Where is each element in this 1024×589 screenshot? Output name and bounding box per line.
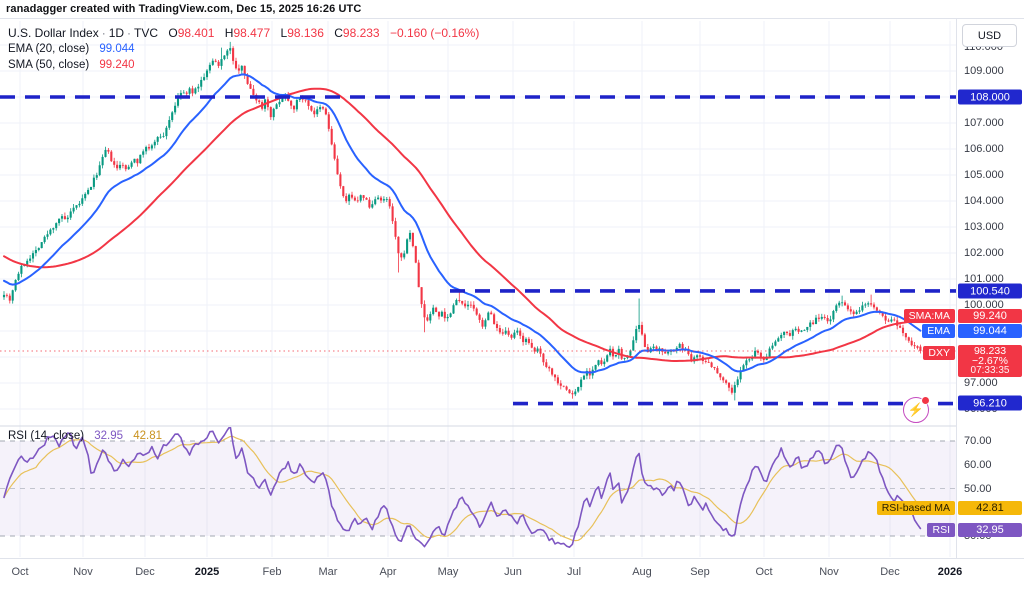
currency-toggle-button[interactable]: USD	[962, 24, 1017, 47]
time-axis-label: 2025	[194, 566, 220, 578]
rsi-value-badge: 32.95	[958, 523, 1022, 537]
time-axis-label: Mar	[318, 566, 338, 578]
time-axis-label: Aug	[632, 566, 652, 578]
time-axis-label: Jul	[566, 566, 582, 578]
time-axis-label: Sep	[690, 566, 710, 578]
lightning-icon: ⚡	[907, 402, 925, 417]
price-tick: 105.000	[964, 169, 1004, 181]
price-tick: 100.000	[964, 299, 1004, 311]
time-axis-label: Oct	[11, 566, 29, 578]
main-legend: U.S. Dollar Index · 1D · TVC O98.401 H98.477…	[8, 25, 479, 73]
rsi-value: 32.95	[94, 430, 124, 442]
level-price-badge: 100.540	[958, 283, 1022, 299]
time-axis-label: Dec	[880, 566, 900, 578]
time-axis-label: Jun	[504, 566, 522, 578]
rsi-tick: 60.00	[964, 459, 992, 471]
high-value: 98.477	[233, 26, 271, 40]
bar-countdown: 07:33:35	[970, 365, 1010, 376]
dxy-price-label: DXY	[923, 346, 955, 360]
change-value: −0.160 (−0.16%)	[389, 26, 480, 40]
low-value: 98.136	[287, 26, 324, 40]
level-price-badge: 96.210	[958, 395, 1022, 411]
time-axis-label: 2026	[937, 566, 963, 578]
ema-20-line	[3, 73, 922, 374]
symbol-title: U.S. Dollar Index	[8, 26, 99, 40]
price-tick: 104.000	[964, 195, 1004, 207]
time-axis-label: Apr	[379, 566, 397, 578]
ema-price-badge: 99.044	[958, 324, 1022, 338]
exchange: TVC	[134, 26, 159, 40]
credit-line: ranadagger created with TradingView.com,…	[6, 3, 362, 15]
time-scale[interactable]: Oct Nov Dec 2025 Feb Mar Apr May Jun Jul Aug Sep Oct…	[0, 558, 1024, 589]
time-axis-label: Nov	[819, 566, 839, 578]
price-tick: 101.000	[964, 273, 1004, 285]
rsi-ma-label: RSI-based MA	[876, 501, 955, 515]
time-axis-label: Oct	[755, 566, 773, 578]
timeframe: 1D	[108, 26, 125, 40]
chart-frame: U.S. Dollar Index · 1D · TVC O98.401 H98.477…	[0, 18, 1024, 589]
rsi-tick: 70.00	[964, 435, 992, 447]
time-axis-label: Nov	[73, 566, 93, 578]
rsi-ma-badge: 42.81	[958, 501, 1022, 515]
chart-canvas[interactable]	[0, 19, 956, 558]
close-value: 98.233	[342, 26, 380, 40]
rsi-tick: 50.00	[964, 483, 992, 495]
ema-value: 99.044	[99, 43, 135, 55]
sma-price-label: SMA:MA	[903, 309, 955, 323]
time-axis-label: Feb	[262, 566, 282, 578]
sma-50-line	[3, 87, 922, 362]
session-change-percent: −2.67%	[972, 355, 1008, 367]
price-tick: 97.000	[964, 377, 998, 389]
price-tick: 109.000	[964, 65, 1004, 77]
last-price-badge: 98.233 −2.67% 07:33:35	[958, 345, 1022, 377]
ema-legend-row[interactable]: EMA (20, close) 99.044	[8, 43, 135, 55]
notification-dot	[921, 396, 930, 405]
rsi-legend-row[interactable]: RSI (14, close) 32.95 42.81	[8, 430, 163, 442]
price-tick: 106.000	[964, 143, 1004, 155]
rsi-ma-value: 42.81	[133, 430, 163, 442]
rsi-label: RSI	[927, 523, 955, 537]
candles-layer	[2, 41, 922, 401]
price-tick: 102.000	[964, 247, 1004, 259]
price-scale[interactable]: USD 98.233 −2.67% 07:33:35 110.000 109.00…	[956, 19, 1024, 558]
price-tick: 107.000	[964, 117, 1004, 129]
symbol-legend-row[interactable]: U.S. Dollar Index · 1D · TVC O98.401 H98.477…	[8, 26, 480, 40]
sma-price-badge: 99.240	[958, 309, 1022, 323]
price-tick: 103.000	[964, 221, 1004, 233]
ema-price-label: EMA	[922, 324, 955, 338]
level-price-badge: 108.000	[958, 89, 1022, 105]
time-axis-label: May	[437, 566, 459, 578]
flash-ideas-button[interactable]: ⚡	[903, 396, 930, 423]
open-value: 98.401	[177, 26, 215, 40]
sma-legend-row[interactable]: SMA (50, close) 99.240	[8, 59, 135, 71]
rsi-line	[3, 427, 922, 549]
time-axis-label: Dec	[135, 566, 155, 578]
last-price-value: 98.233	[973, 345, 1007, 357]
sma-value: 99.240	[99, 59, 135, 71]
